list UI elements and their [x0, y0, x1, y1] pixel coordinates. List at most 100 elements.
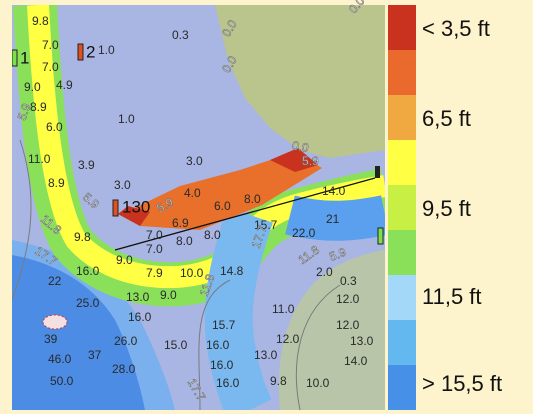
- marker-icon: [375, 166, 380, 178]
- sounding: 39: [44, 332, 58, 346]
- sounding: 0.3: [340, 274, 357, 288]
- legend-swatch: [388, 275, 416, 320]
- sounding: 3.0: [186, 154, 203, 168]
- sounding: 15.7: [212, 318, 236, 332]
- sounding: 22: [48, 274, 62, 288]
- channel: [204, 207, 273, 410]
- deepest-water: [12, 255, 145, 410]
- sounding: 13.0: [350, 334, 374, 348]
- contour: [12, 139, 32, 301]
- sounding: 16.0: [206, 338, 230, 352]
- sounding: 2.0: [316, 265, 333, 279]
- sounding: 10.0: [306, 376, 330, 390]
- sounding: 9.0: [160, 288, 177, 302]
- sounding: 16.0: [216, 376, 240, 390]
- sounding: 9.0: [116, 253, 133, 267]
- sounding: 3.0: [114, 178, 131, 192]
- sounding: 9.8: [270, 374, 287, 388]
- sounding: 9.0: [24, 80, 41, 94]
- sounding: 12.0: [336, 292, 360, 306]
- sounding: 12.0: [276, 332, 300, 346]
- sounding: 6.0: [214, 199, 231, 213]
- marker-icon: [112, 199, 119, 217]
- shallows: [270, 148, 318, 172]
- channel: [285, 195, 385, 241]
- marker-icon: [377, 227, 384, 245]
- marker-label: 1: [20, 48, 29, 67]
- legend-swatch: [388, 140, 416, 185]
- sounding: 7.0: [42, 38, 59, 52]
- contour-label: 5.9: [302, 154, 319, 168]
- sounding: 26.0: [114, 334, 138, 348]
- marker-icon: [77, 43, 84, 61]
- contour: [198, 279, 231, 410]
- sounding: 14.8: [220, 264, 244, 278]
- hazard: [42, 314, 68, 330]
- marker-label: 130: [122, 197, 150, 216]
- legend-label: 11,5 ft: [422, 284, 482, 309]
- sounding: 50.0: [50, 374, 74, 388]
- legend-label: 6,5 ft: [422, 106, 471, 131]
- shallows: [118, 206, 150, 226]
- sounding: 8.0: [204, 228, 221, 242]
- sounding: 8.9: [48, 176, 65, 190]
- sounding: 15.0: [164, 338, 188, 352]
- legend-swatch: [388, 320, 416, 365]
- sounding: 13.0: [254, 348, 278, 362]
- sounding: 10.0: [180, 266, 204, 280]
- sounding: 16.0: [76, 264, 100, 278]
- sounding: 22.0: [292, 226, 316, 240]
- sounding: 37: [88, 348, 102, 362]
- sounding: 9.8: [32, 14, 49, 28]
- marker-label: 2: [86, 42, 95, 61]
- sounding: 15.7: [254, 218, 278, 232]
- sounding: 3.9: [78, 158, 95, 172]
- sounding: 7.0: [146, 242, 163, 256]
- sounding: 7.0: [146, 228, 163, 242]
- sounding: 8.0: [244, 192, 261, 206]
- land: [215, 5, 385, 158]
- route-line: [114, 177, 376, 251]
- sounding: 11.0: [272, 302, 295, 316]
- sounding: 11.0: [28, 152, 51, 166]
- sounding: 6.0: [46, 120, 63, 134]
- legend-swatch: [388, 50, 416, 95]
- sounding: 7.9: [146, 266, 163, 280]
- legend-label: 9,5 ft: [422, 196, 471, 221]
- shallows: [120, 152, 322, 230]
- contour-label: 5.9: [327, 245, 348, 264]
- sounding: 8.0: [176, 234, 193, 248]
- legend-swatch: [388, 185, 416, 230]
- contour-label: 5.9: [15, 101, 34, 122]
- sounding: 21: [326, 212, 340, 226]
- legend-swatch: [388, 230, 416, 275]
- sounding: 46.0: [48, 352, 72, 366]
- sounding: 1.0: [98, 43, 115, 57]
- legend-swatch: [388, 95, 416, 140]
- marker-icon: [12, 49, 18, 67]
- sounding: 16.0: [210, 358, 234, 372]
- sounding: 12.0: [336, 318, 360, 332]
- sounding: 9.8: [74, 230, 91, 244]
- legend-label: > 15,5 ft: [422, 371, 502, 396]
- sounding: 28.0: [112, 362, 136, 376]
- sounding: 14.0: [322, 184, 346, 198]
- sounding: 1.0: [118, 112, 135, 126]
- contour-label: 0.0: [291, 138, 310, 155]
- contour: [295, 284, 341, 410]
- sounding: 16.0: [128, 310, 152, 324]
- sounding: 14.0: [344, 354, 368, 368]
- legend: [388, 5, 416, 410]
- map-area: [12, 5, 385, 410]
- legend-swatch: [388, 5, 416, 50]
- legend-swatch: [388, 365, 416, 410]
- sounding: 8.9: [30, 100, 47, 114]
- sounding: 0.3: [172, 28, 189, 42]
- land: [278, 250, 385, 410]
- sounding: 4.0: [184, 186, 201, 200]
- sounding: 25.0: [76, 296, 100, 310]
- sounding: 6.9: [172, 216, 189, 230]
- sounding: 7.0: [42, 60, 59, 74]
